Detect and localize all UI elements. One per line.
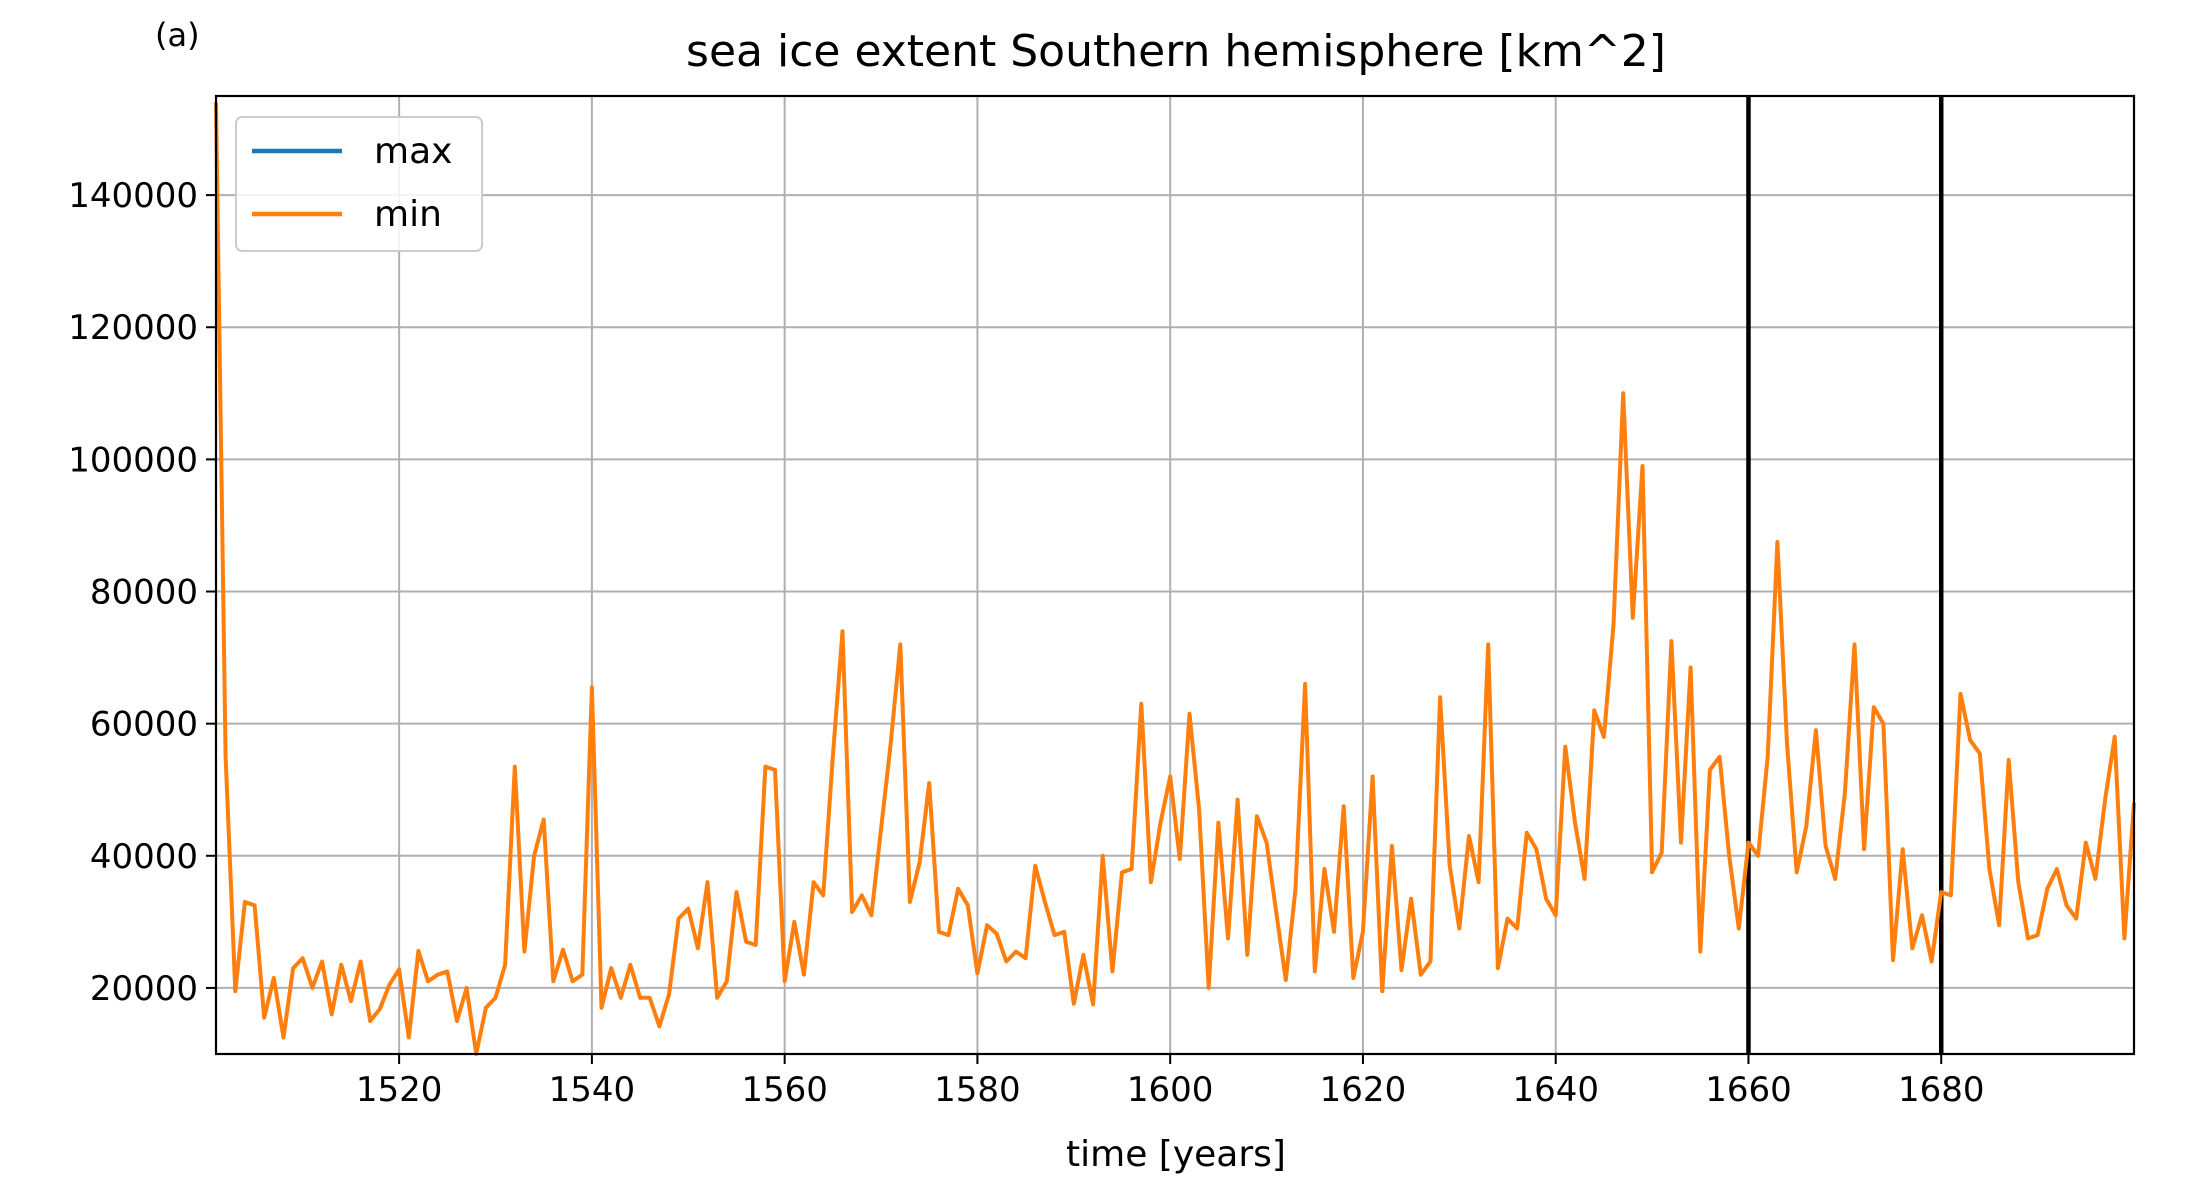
y-tick-label: 80000 <box>90 573 198 613</box>
chart-title: sea ice extent Southern hemisphere [km^2… <box>686 26 1666 77</box>
series-layer <box>214 102 2136 1056</box>
y-tick-label: 100000 <box>68 440 198 480</box>
x-tick-label: 1660 <box>1705 1070 1792 1110</box>
x-axis: 1520 1540 1560 1580 1600 1620 1640 1660 1680 <box>356 1054 1985 1110</box>
x-tick-label: 1560 <box>741 1070 828 1110</box>
x-tick-label: 1680 <box>1898 1070 1985 1110</box>
x-tick-label: 1600 <box>1127 1070 1214 1110</box>
legend: max min <box>235 116 483 252</box>
y-axis: 20000 40000 60000 80000 100000 120000 140000 <box>68 176 216 1009</box>
x-tick-label: 1540 <box>549 1070 636 1110</box>
plot-frame <box>214 94 2136 1056</box>
y-tick-label: 120000 <box>68 308 198 348</box>
x-axis-title: time [years] <box>1066 1134 1286 1175</box>
y-tick-label: 60000 <box>90 705 198 745</box>
x-tick-label: 1620 <box>1320 1070 1407 1110</box>
y-tick-label: 20000 <box>90 969 198 1009</box>
legend-label-max: max <box>374 131 452 172</box>
legend-label-min: min <box>374 194 442 235</box>
x-tick-label: 1640 <box>1512 1070 1599 1110</box>
x-tick-label: 1580 <box>934 1070 1021 1110</box>
y-tick-label: 140000 <box>68 176 198 216</box>
panel-label: (a) <box>155 16 200 54</box>
x-tick-label: 1520 <box>356 1070 443 1110</box>
series-line-min <box>214 102 2136 1056</box>
y-tick-label: 40000 <box>90 837 198 877</box>
